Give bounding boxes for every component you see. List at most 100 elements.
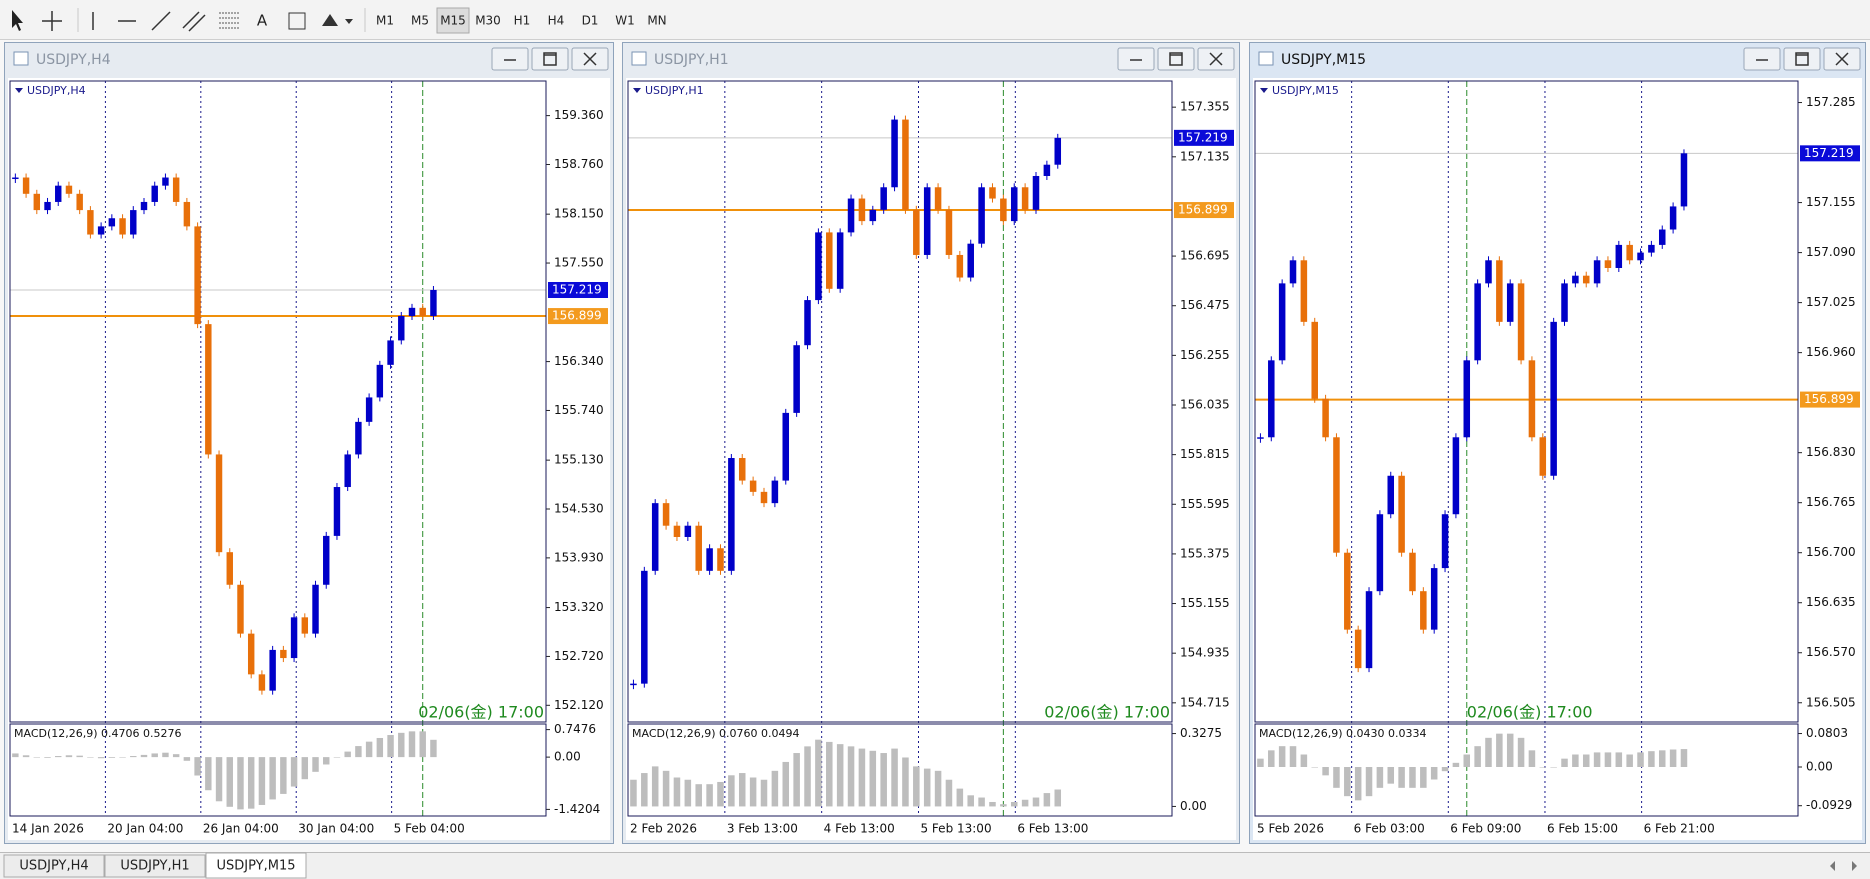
macd-bar: [1021, 799, 1029, 807]
price-marker: [1174, 129, 1234, 146]
candle-body: [108, 218, 116, 227]
macd-bar: [76, 755, 83, 758]
macd-bar: [1604, 752, 1612, 767]
timeframe-button[interactable]: M15: [440, 14, 466, 28]
minimize-button[interactable]: [491, 47, 529, 71]
timeframe-button[interactable]: M30: [475, 14, 501, 28]
button-glyph: [1209, 52, 1223, 66]
candle-body: [836, 232, 844, 289]
timeframe-button[interactable]: MN: [647, 14, 666, 28]
tab-label[interactable]: USDJPY,H4: [19, 859, 88, 874]
macd-bar: [1054, 789, 1062, 807]
y-tick-label: 156.765: [1806, 495, 1856, 509]
candle-body: [172, 177, 180, 202]
price-marker-label: 157.219: [552, 282, 602, 296]
macd-bar: [1010, 801, 1018, 807]
label-tool[interactable]: [288, 12, 306, 30]
candle-body: [247, 633, 255, 675]
timeframe-button[interactable]: H1: [514, 14, 531, 28]
candle-body: [1387, 475, 1395, 515]
macd-bar: [804, 746, 811, 807]
tab[interactable]: [205, 852, 307, 879]
candle-body: [749, 480, 757, 492]
macd-bar: [1506, 733, 1514, 767]
x-tick-label: 6 Feb 03:00: [1354, 822, 1425, 836]
x-tick-label: 5 Feb 13:00: [920, 822, 991, 836]
candle-body: [162, 177, 169, 186]
minimize-button[interactable]: [1743, 47, 1781, 71]
y-tick-label: 156.340: [554, 354, 604, 368]
macd-bar: [1032, 797, 1040, 807]
trendline-tool[interactable]: [151, 11, 171, 31]
symbol-label: USDJPY,H1: [645, 84, 704, 97]
macd-tick-label: 0.00: [1180, 799, 1207, 813]
maximize-button[interactable]: [1783, 47, 1821, 71]
tab-label[interactable]: USDJPY,H1: [120, 859, 189, 874]
minimize-button[interactable]: [1117, 47, 1155, 71]
macd-bar: [1648, 751, 1655, 767]
candle-body: [280, 649, 287, 659]
candle-body: [1300, 260, 1308, 322]
candle-body: [706, 548, 713, 571]
x-tick-label: 6 Feb 13:00: [1017, 822, 1088, 836]
macd-bar: [183, 757, 191, 761]
macd-bar: [1043, 793, 1051, 807]
timeframe-button[interactable]: M1: [376, 14, 394, 28]
macd-bar: [365, 741, 373, 758]
tab[interactable]: [104, 854, 206, 878]
candle-body: [847, 198, 855, 233]
tab-scroll-left[interactable]: [1830, 861, 1835, 871]
x-tick-label: 26 Jan 04:00: [203, 822, 279, 836]
candle-body: [1268, 360, 1275, 438]
x-tick-label: 5 Feb 2026: [1257, 822, 1324, 836]
candle-body: [717, 548, 724, 571]
maximize-button[interactable]: [1157, 47, 1195, 71]
arrows-tool[interactable]: [322, 14, 353, 26]
tab[interactable]: [3, 854, 105, 878]
candle-body: [1572, 275, 1579, 284]
price-marker-label: 156.899: [1178, 203, 1228, 217]
y-tick-label: 157.090: [1806, 245, 1856, 259]
candle-body: [1441, 514, 1449, 569]
y-tick-label: 156.475: [1180, 298, 1230, 312]
macd-bar: [760, 779, 768, 807]
text-tool[interactable]: A: [257, 12, 268, 30]
macd-bar: [989, 801, 996, 807]
fibo-tool[interactable]: [219, 12, 239, 29]
candle-body: [1648, 244, 1655, 253]
timeframe-button[interactable]: M5: [411, 14, 429, 28]
macd-bar: [651, 766, 659, 807]
workspace: USDJPY,H4 14 Jan 2026 20 Jan 04:00 26 Jan 0…: [0, 40, 1870, 852]
timeframe-button[interactable]: D1: [582, 14, 599, 28]
candle-body: [1506, 283, 1514, 322]
tab-label[interactable]: USDJPY,M15: [217, 859, 296, 874]
macd-bar: [793, 753, 800, 807]
candle-body: [1010, 187, 1018, 222]
channel-tool[interactable]: [182, 11, 206, 32]
candle-body: [1496, 260, 1503, 322]
macd-bar: [1354, 767, 1362, 801]
candle-body: [237, 584, 244, 634]
candle-body: [323, 535, 330, 585]
candle-body: [630, 683, 637, 686]
x-tick-label: 5 Feb 04:00: [394, 822, 465, 836]
macd-bar: [847, 746, 855, 807]
timeframe-button[interactable]: W1: [615, 14, 635, 28]
candle-body: [673, 525, 681, 537]
macd-bar: [226, 757, 233, 807]
cursor-tool[interactable]: [12, 10, 23, 31]
macd-bar: [1452, 762, 1460, 767]
crosshair-tool[interactable]: [42, 11, 62, 31]
timeframe-button[interactable]: H4: [548, 14, 565, 28]
candle-body: [782, 412, 790, 481]
candle-body: [945, 209, 953, 255]
maximize-button[interactable]: [531, 47, 569, 71]
candle-body: [1289, 260, 1297, 284]
tab-scroll-right[interactable]: [1852, 861, 1857, 871]
candle-body: [183, 201, 191, 227]
macd-tick-label: 0.3275: [1180, 726, 1222, 740]
macd-bar: [1615, 752, 1623, 767]
candle-body: [1463, 360, 1471, 438]
candle-body: [44, 201, 51, 211]
macd-tick-label: 0.00: [554, 750, 581, 764]
